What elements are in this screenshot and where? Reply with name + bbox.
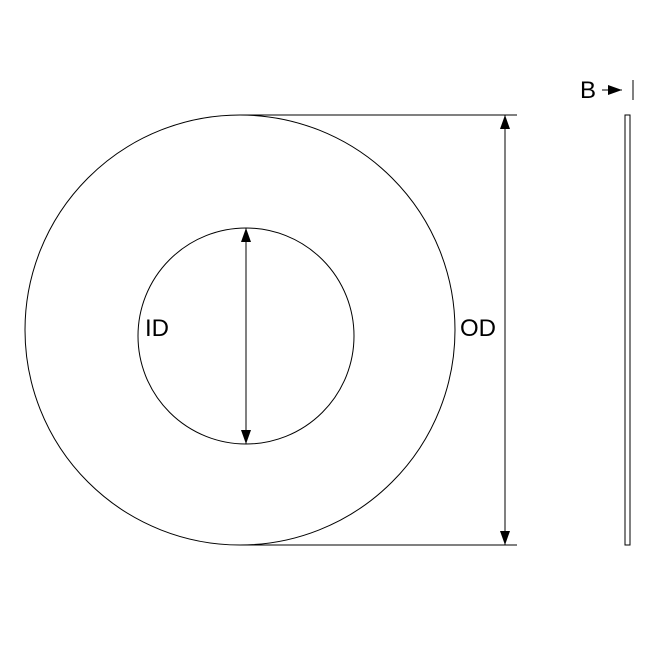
id-arrowhead-bottom	[241, 430, 251, 444]
washer-diagram: OD ID B	[0, 0, 670, 670]
id-label: ID	[145, 315, 169, 342]
od-arrowhead-top	[500, 115, 510, 129]
id-arrowhead-top	[241, 228, 251, 242]
washer-outer-circle	[25, 115, 455, 545]
b-label: B	[580, 77, 596, 104]
od-label: OD	[460, 315, 496, 342]
washer-side-profile	[625, 115, 630, 545]
od-arrowhead-bottom	[500, 531, 510, 545]
b-arrowhead	[608, 85, 622, 95]
